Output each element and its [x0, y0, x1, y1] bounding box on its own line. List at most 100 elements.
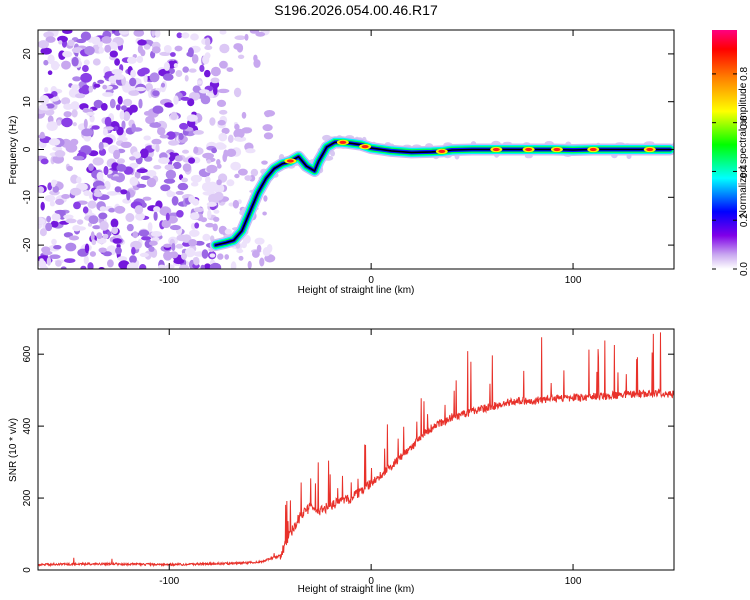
heatmap-cell [160, 184, 171, 192]
heatmap-cell [61, 194, 70, 199]
heatmap-cell [175, 243, 184, 249]
heatmap-cell [102, 128, 108, 136]
heatmap-cell [63, 214, 74, 220]
heatmap-cell [38, 186, 45, 194]
heatmap-cell [91, 36, 101, 45]
heatmap-cell [120, 189, 128, 195]
heatmap-cell [122, 198, 132, 204]
heatmap-cell [172, 161, 182, 170]
heatmap-cell [107, 259, 114, 268]
heatmap-cell [123, 98, 133, 107]
heatmap-cell [230, 261, 237, 269]
heatmap-cell [113, 73, 125, 80]
heatmap-cell [238, 168, 248, 176]
heatmap-cell [100, 103, 108, 111]
heatmap-cell [168, 152, 176, 162]
heatmap-cell [153, 165, 162, 170]
heatmap-cell [81, 128, 93, 137]
heatmap-cell [129, 162, 139, 169]
heatmap-cell [227, 134, 234, 143]
heatmap-cell [174, 155, 183, 162]
heatmap-cell [189, 212, 200, 220]
heatmap-cell [149, 122, 162, 128]
heatmap-cell [82, 206, 89, 214]
heatmap-cell [264, 30, 269, 35]
heatmap-cell [256, 244, 262, 253]
spectrogram-y-tick-label: 20 [22, 48, 33, 60]
heatmap-cell [62, 51, 73, 58]
snr-x-tick-label: 100 [565, 576, 582, 587]
heatmap-cell [102, 233, 109, 239]
heatmap-cell [202, 55, 210, 65]
heatmap-cell [233, 87, 242, 98]
heatmap-cell [181, 252, 187, 260]
heatmap-cell [139, 67, 150, 75]
heatmap-cell [102, 251, 112, 257]
heatmap-cell [82, 64, 89, 73]
heatmap-cell [98, 47, 105, 54]
heatmap-cell [262, 211, 267, 216]
heatmap-cell [93, 99, 104, 109]
heatmap-cell [98, 212, 108, 220]
heatmap-cell [73, 201, 81, 210]
heatmap-cell [250, 168, 259, 177]
heatmap-cell [158, 157, 170, 165]
heatmap-cell [113, 126, 119, 131]
heatmap-cell [189, 229, 200, 237]
heatmap-cell [166, 131, 176, 140]
heatmap-cell [163, 45, 172, 53]
heatmap-cell [54, 150, 66, 158]
heatmap-cell [261, 160, 268, 165]
heatmap-cell [67, 39, 75, 46]
heatmap-cell [163, 243, 172, 248]
heatmap-cell [128, 90, 140, 96]
heatmap-cell [216, 159, 221, 166]
heatmap-cell [120, 141, 132, 148]
heatmap-cell [70, 138, 79, 146]
heatmap-cell [50, 220, 59, 228]
heatmap-cell [101, 36, 112, 44]
heatmap-cell [71, 109, 78, 118]
heatmap-cell [80, 31, 91, 41]
heatmap-cell [181, 177, 189, 183]
heatmap-cell [38, 40, 49, 49]
heatmap-cell [96, 171, 104, 181]
heatmap-cell [216, 179, 222, 186]
heatmap-cell [238, 255, 244, 261]
heatmap-cell [102, 92, 114, 97]
heatmap-cell [71, 84, 80, 90]
heatmap-cell [164, 102, 174, 108]
heatmap-cell [219, 60, 228, 69]
heatmap-cell [210, 77, 220, 84]
heatmap-cell [193, 130, 204, 135]
snr-y-label: SNR (10 * v/v) [8, 418, 19, 482]
heatmap-cell [173, 258, 185, 265]
heatmap-cell [87, 262, 94, 269]
heatmap-cell [188, 239, 198, 247]
heatmap-cell [87, 200, 97, 209]
heatmap-cell [165, 212, 170, 221]
colorbar-tick-label: 0.6 [739, 115, 750, 129]
heatmap-cell [194, 240, 205, 246]
heatmap-cell [88, 215, 99, 225]
heatmap-cell [200, 264, 205, 269]
heatmap-cell [185, 247, 196, 258]
heatmap-cell [149, 240, 158, 246]
heatmap-cell [241, 111, 247, 119]
heatmap-cell [49, 254, 61, 259]
heatmap-cell [56, 119, 62, 126]
heatmap-cell [255, 31, 266, 37]
spectrogram-y-tick-label: -20 [22, 237, 33, 252]
heatmap-cell [217, 88, 230, 94]
snr-plot-area [38, 329, 674, 570]
heatmap-cell [262, 247, 271, 257]
spectrogram-ridge [209, 134, 674, 252]
heatmap-cell [232, 199, 239, 209]
heatmap-cell [121, 105, 127, 111]
heatmap-cell [173, 95, 179, 105]
heatmap-cell [139, 264, 147, 269]
heatmap-cell [219, 30, 227, 35]
spectrogram-noise [38, 30, 276, 269]
heatmap-cell [40, 47, 52, 55]
